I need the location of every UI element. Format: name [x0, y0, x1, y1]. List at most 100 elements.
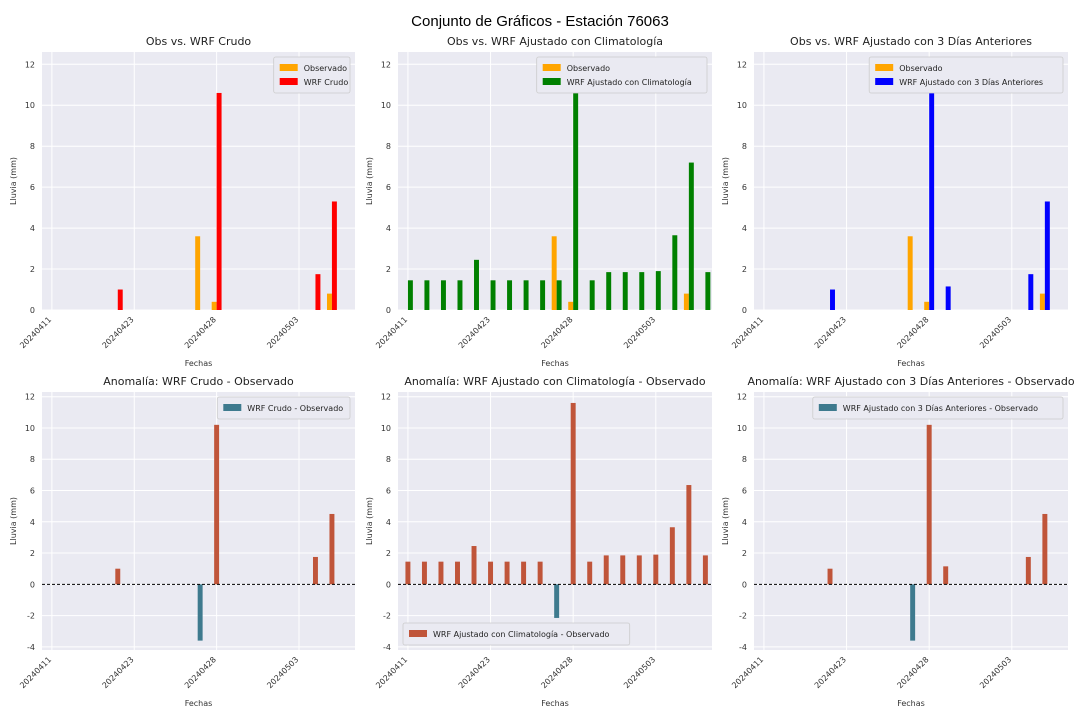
bar-1 [827, 568, 833, 585]
legend-swatch [409, 630, 427, 637]
y-axis-label: Lluvia (mm) [365, 497, 374, 545]
y-tick-label: 8 [386, 455, 391, 464]
y-tick-label: -4 [27, 643, 35, 652]
y-tick-label: 2 [386, 265, 391, 274]
panel-title: Anomalía: WRF Ajustado con Climatología … [404, 375, 706, 388]
bar-2 [589, 280, 595, 310]
y-tick-label: 0 [386, 306, 391, 315]
y-tick-label: 0 [742, 580, 747, 589]
legend-swatch [223, 404, 242, 411]
y-axis-label: Lluvia (mm) [9, 497, 18, 545]
y-tick-label: 4 [742, 518, 747, 527]
x-axis-label: Fechas [897, 699, 925, 708]
x-tick-label: 20240428 [539, 315, 574, 350]
bar-2 [830, 289, 835, 310]
legend: WRF Ajustado con 3 Días Anteriores - Obs… [812, 396, 1064, 420]
x-axis-label: Fechas [185, 699, 213, 708]
legend-swatch [542, 64, 561, 71]
chart-panel-3: 0 2 4 6 8 10 12 20240411 20240423 20240428 2024050… [721, 35, 1068, 368]
legend-label: WRF Crudo - Observado [247, 404, 343, 413]
bar-2 [540, 280, 546, 310]
bar-2 [622, 272, 628, 310]
y-axis-label: Lluvia (mm) [9, 157, 18, 205]
y-tick-label: 6 [742, 183, 747, 192]
bar-1 [910, 584, 916, 641]
legend: WRF Ajustado con Climatología - Observad… [402, 622, 631, 646]
x-tick-label: 20240411 [374, 655, 409, 690]
x-tick-label: 20240411 [374, 315, 409, 350]
y-tick-label: 4 [30, 518, 35, 527]
y-tick-label: 8 [30, 455, 35, 464]
y-tick-label: -4 [739, 643, 747, 652]
legend-box [536, 56, 708, 94]
bar-1 [405, 561, 411, 585]
bar-1 [551, 236, 557, 310]
bar-2 [1044, 201, 1050, 310]
bar-2 [407, 280, 413, 310]
legend-box [216, 396, 351, 420]
legend-box [868, 56, 1064, 94]
x-tick-label: 20240423 [813, 315, 848, 350]
legend-label: Observado [899, 64, 942, 73]
x-tick-label: 20240411 [730, 315, 765, 350]
y-tick-label: 6 [30, 487, 35, 496]
bar-1 [1025, 556, 1031, 585]
bar-2 [705, 272, 711, 310]
chart-panel-1: 0 2 4 6 8 10 12 20240411 20240423 20240428 2024050… [9, 35, 355, 368]
bar-2 [606, 272, 612, 310]
bar-1 [312, 556, 318, 585]
y-tick-label: -2 [383, 612, 391, 621]
x-tick-label: 20240428 [183, 655, 218, 690]
legend-label: WRF Crudo [304, 78, 349, 87]
chart-panel-2: 0 2 4 6 8 10 12 20240411 20240423 20240428 2024050… [365, 35, 712, 368]
y-tick-label: -2 [27, 612, 35, 621]
bar-1 [587, 561, 593, 585]
y-tick-label: -4 [383, 643, 391, 652]
legend: Observado WRF Crudo [273, 56, 351, 94]
y-tick-label: 10 [737, 101, 747, 110]
y-tick-label: 8 [386, 142, 391, 151]
bar-2 [655, 271, 661, 310]
bar-2 [688, 162, 694, 310]
y-tick-label: 8 [742, 142, 747, 151]
y-tick-label: 4 [386, 518, 391, 527]
x-tick-label: 20240423 [813, 655, 848, 690]
y-tick-label: 12 [737, 393, 747, 402]
x-tick-label: 20240423 [457, 655, 492, 690]
y-tick-label: 6 [386, 183, 391, 192]
y-tick-label: 0 [742, 306, 747, 315]
y-tick-label: 2 [386, 549, 391, 558]
legend-label: Observado [567, 64, 610, 73]
bar-2 [440, 280, 446, 310]
bar-1 [570, 402, 576, 585]
bar-2 [331, 201, 337, 310]
x-tick-label: 20240411 [18, 315, 53, 350]
x-tick-label: 20240503 [265, 655, 300, 690]
legend-swatch [279, 78, 298, 85]
legend-label: WRF Ajustado con Climatología - Observad… [433, 630, 610, 639]
bar-2 [490, 280, 496, 310]
x-axis-label: Fechas [185, 359, 213, 368]
bar-1 [438, 561, 444, 585]
y-tick-label: 4 [30, 224, 35, 233]
legend-box [812, 396, 1064, 420]
y-tick-label: 10 [737, 424, 747, 433]
x-tick-label: 20240503 [622, 315, 657, 350]
y-tick-label: 12 [381, 393, 391, 402]
y-axis-label: Lluvia (mm) [365, 157, 374, 205]
x-axis-label: Fechas [897, 359, 925, 368]
bar-1 [329, 513, 335, 585]
legend: WRF Crudo - Observado [216, 396, 351, 420]
bar-1 [702, 555, 708, 585]
x-tick-label: 20240428 [183, 315, 218, 350]
y-tick-label: 12 [381, 60, 391, 69]
bar-1 [326, 293, 332, 310]
y-axis-label: Lluvia (mm) [721, 157, 730, 205]
chart-panel-4: -4 -2 0 2 4 6 8 10 12 20240411 20240423 20240428 202… [9, 375, 355, 708]
chart-panel-5: -4 -2 0 2 4 6 8 10 12 20240411 20240423 20240428 202… [365, 375, 712, 708]
y-tick-label: 4 [386, 224, 391, 233]
legend-box [273, 56, 351, 94]
bar-1 [1039, 293, 1045, 310]
y-tick-label: 10 [25, 101, 35, 110]
bar-1 [455, 561, 460, 585]
